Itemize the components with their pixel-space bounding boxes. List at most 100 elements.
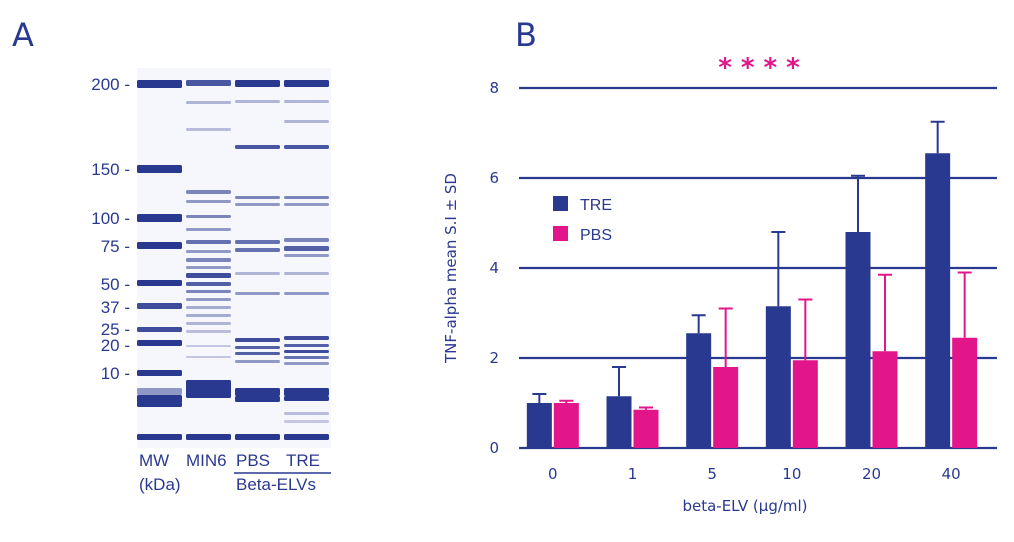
- mw-label-100: 100 -: [91, 209, 130, 228]
- min6-band-23: [186, 434, 231, 440]
- mw-label-37: 37 -: [101, 298, 130, 317]
- tre-band-12: [284, 344, 329, 347]
- pbs-band-3: [235, 196, 280, 199]
- tre-band-1: [284, 100, 329, 103]
- x-tick-0: 0: [548, 465, 558, 483]
- lane-label-tre: TRE: [286, 451, 320, 470]
- tre-band-18: [284, 412, 329, 415]
- mw-label-50: 50 -: [101, 275, 130, 294]
- min6-band-0: [186, 80, 231, 86]
- bar-tre-10: [765, 306, 791, 448]
- y-tick-labels: 0 2 4 6 8: [489, 79, 499, 457]
- panel-b-letter: B: [515, 16, 537, 54]
- y-tick-0: 0: [489, 439, 499, 457]
- mw-band-10: [137, 395, 182, 403]
- mw-label-20: 20 -: [101, 336, 130, 355]
- lane-label-min6: MIN6: [186, 451, 227, 470]
- min6-band-19: [186, 345, 231, 347]
- min6-band-13: [186, 290, 231, 293]
- bar-pbs-1: [633, 409, 659, 448]
- tre-band-4: [284, 196, 329, 199]
- min6-band-20: [186, 356, 231, 358]
- pbs-band-4: [235, 203, 280, 206]
- lane-label-mw: MW: [139, 451, 169, 470]
- tre-band-20: [284, 434, 329, 440]
- min6-band-16: [186, 314, 231, 317]
- min6-band-11: [186, 273, 231, 278]
- pbs-band-12: [235, 360, 280, 363]
- bar-pbs-5: [713, 367, 739, 448]
- pbs-band-14: [235, 396, 280, 402]
- bar-tre-40: [925, 153, 951, 448]
- y-tick-8: 8: [489, 79, 499, 97]
- tre-band-7: [284, 246, 329, 251]
- min6-band-8: [186, 250, 231, 253]
- legend-swatch-pbs: [553, 226, 568, 241]
- tre-band-9: [284, 272, 329, 275]
- tre-band-17: [284, 396, 329, 401]
- mw-band-0: [137, 80, 182, 88]
- bar-pbs-10: [792, 360, 818, 448]
- mw-band-front: [137, 434, 182, 440]
- pbs-band-6: [235, 248, 280, 252]
- pbs-band-5: [235, 240, 280, 244]
- min6-band-22: [186, 386, 231, 398]
- min6-band-6: [186, 228, 231, 231]
- x-tick-20: 20: [862, 465, 881, 483]
- gel-background: [137, 68, 331, 448]
- mw-band-6: [137, 327, 182, 332]
- tre-band-14: [284, 356, 329, 359]
- mw-label-150: 150 -: [91, 160, 130, 179]
- x-tick-40: 40: [942, 465, 961, 483]
- mw-label-25: 25 -: [101, 320, 130, 339]
- min6-band-15: [186, 306, 231, 309]
- tre-band-11: [284, 336, 329, 340]
- panel-a-letter: A: [12, 16, 34, 54]
- significance-annotation: * * * *: [718, 53, 800, 83]
- tre-band-2: [284, 120, 329, 123]
- pbs-band-2: [235, 145, 280, 149]
- min6-band-14: [186, 298, 231, 301]
- mw-label-10: 10 -: [101, 364, 130, 383]
- tre-band-3: [284, 145, 329, 149]
- pbs-band-7: [235, 272, 280, 275]
- min6-band-12: [186, 282, 231, 286]
- min6-band-2: [186, 128, 231, 131]
- min6-band-9: [186, 258, 231, 262]
- min6-band-3: [186, 190, 231, 194]
- mw-label-200: 200 -: [91, 75, 130, 94]
- tre-band-6: [284, 238, 329, 242]
- tre-band-0: [284, 80, 329, 87]
- mw-label-75: 75 -: [101, 237, 130, 256]
- y-axis-label: TNF-alpha mean S.I ± SD: [442, 173, 460, 364]
- mw-band-2: [137, 214, 182, 222]
- gel-mw-labels: 200 - 150 - 100 - 75 - 50 - 37 - 25 - 20…: [91, 75, 130, 383]
- x-tick-10: 10: [782, 465, 801, 483]
- legend-label-tre: TRE: [580, 197, 612, 214]
- min6-band-10: [186, 266, 231, 269]
- tre-band-13: [284, 350, 329, 353]
- x-tick-labels: 0 1 5 10 20 40: [548, 465, 961, 483]
- legend-swatch-tre: [553, 196, 568, 211]
- min6-band-1: [186, 101, 231, 104]
- mw-band-3: [137, 242, 182, 249]
- mw-band-4: [137, 280, 182, 286]
- chart-legend: TRE PBS: [553, 196, 612, 244]
- mw-band-5: [137, 303, 182, 309]
- tre-band-8: [284, 254, 329, 257]
- pbs-band-10: [235, 346, 280, 349]
- group-label-beta-elvs: Beta-ELVs: [236, 475, 316, 494]
- tre-band-5: [284, 203, 329, 206]
- x-axis-label: beta-ELV (µg/ml): [682, 497, 807, 515]
- bar-pbs-20: [872, 351, 898, 448]
- unit-label-kda: (kDa): [139, 475, 181, 494]
- mw-band-7: [137, 340, 182, 346]
- mw-band-extra: [137, 402, 182, 407]
- tre-band-15: [284, 362, 329, 365]
- min6-band-18: [186, 330, 231, 333]
- gel-lanes: [137, 80, 329, 440]
- bar-tre-1: [606, 396, 632, 448]
- min6-band-5: [186, 215, 231, 218]
- bar-pbs-0: [553, 403, 579, 448]
- pbs-band-1: [235, 100, 280, 103]
